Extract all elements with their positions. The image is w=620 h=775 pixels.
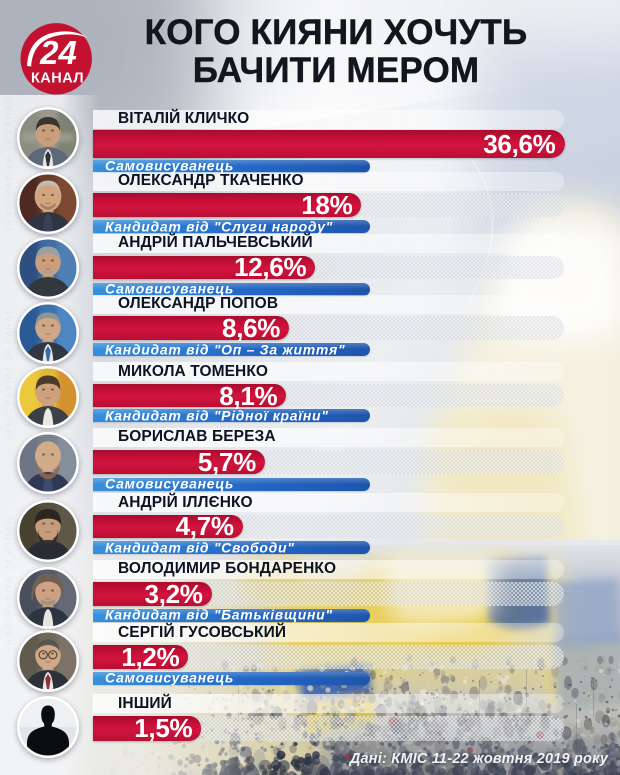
svg-text:24: 24	[39, 34, 77, 71]
svg-text:КАНАЛ: КАНАЛ	[31, 71, 84, 87]
